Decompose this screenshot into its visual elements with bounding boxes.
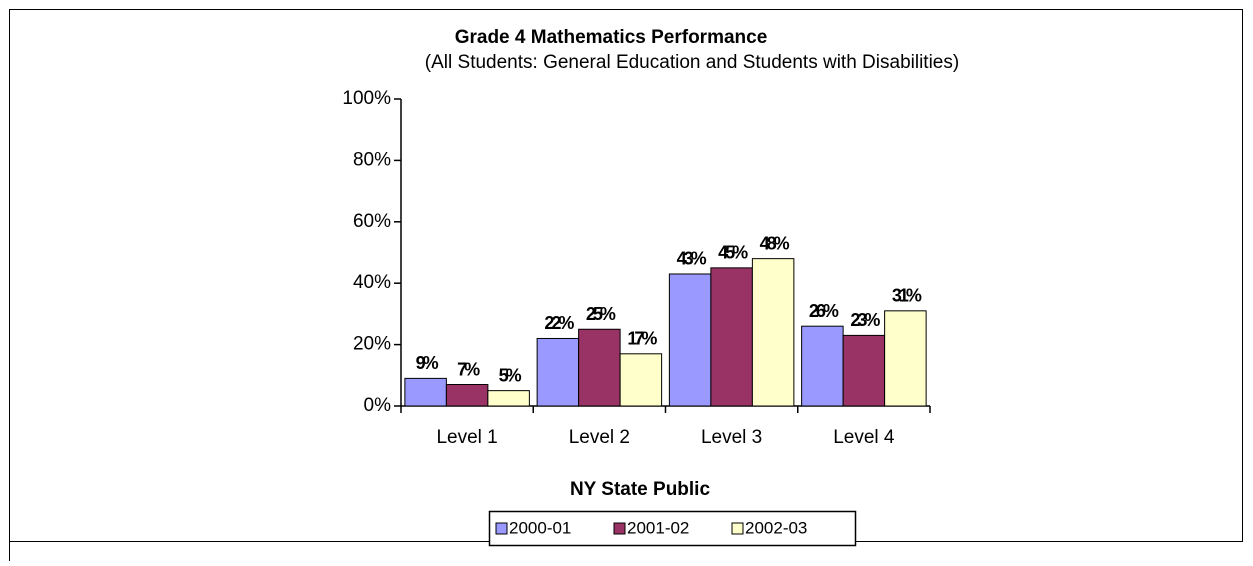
legend-label: 2002-03	[745, 518, 807, 537]
data-label: 45%	[718, 243, 748, 263]
data-label: 25%	[586, 304, 616, 324]
y-tick-label: 100%	[342, 88, 391, 109]
bar	[751, 258, 795, 407]
bar	[668, 273, 712, 407]
y-tick-label: 0%	[364, 395, 392, 416]
data-label: 31%	[892, 286, 922, 306]
x-tick-label: Level 1	[436, 427, 497, 448]
data-label: 9%	[416, 353, 439, 373]
bar	[710, 267, 753, 407]
legend-swatch	[613, 522, 626, 535]
bar	[445, 384, 489, 407]
data-label: 17%	[627, 329, 657, 349]
data-label: 43%	[677, 249, 707, 269]
x-axis-label: NY State Public	[570, 479, 711, 500]
chart-title: Grade 4 Mathematics Performance	[455, 27, 768, 48]
y-tick-label: 40%	[353, 272, 391, 293]
chart-border	[9, 9, 1243, 542]
bar	[578, 328, 621, 407]
data-label: 7%	[457, 359, 480, 379]
x-tick-label: Level 3	[701, 427, 762, 448]
bar	[404, 377, 447, 407]
bar	[536, 337, 580, 407]
data-label: 48%	[760, 233, 790, 253]
bar	[842, 334, 886, 407]
legend-label: 2000-01	[509, 518, 571, 537]
bar	[884, 310, 927, 407]
data-label: 5%	[499, 365, 522, 385]
x-tick-label: Level 4	[833, 427, 895, 448]
bar	[801, 325, 844, 407]
bar	[487, 390, 530, 407]
bar	[619, 353, 663, 407]
y-tick-label: 60%	[353, 211, 391, 232]
legend-swatch	[495, 522, 508, 535]
legend-label: 2001-02	[627, 518, 689, 537]
legend-swatch	[731, 522, 744, 535]
y-tick-label: 80%	[353, 149, 391, 170]
y-tick-label: 20%	[353, 334, 391, 355]
data-label: 22%	[544, 313, 574, 333]
data-label: 23%	[850, 310, 880, 330]
x-tick-label: Level 2	[569, 427, 630, 448]
data-label: 26%	[809, 301, 839, 321]
chart-subtitle: (All Students: General Education and Stu…	[425, 52, 959, 73]
legend-box	[488, 510, 857, 547]
